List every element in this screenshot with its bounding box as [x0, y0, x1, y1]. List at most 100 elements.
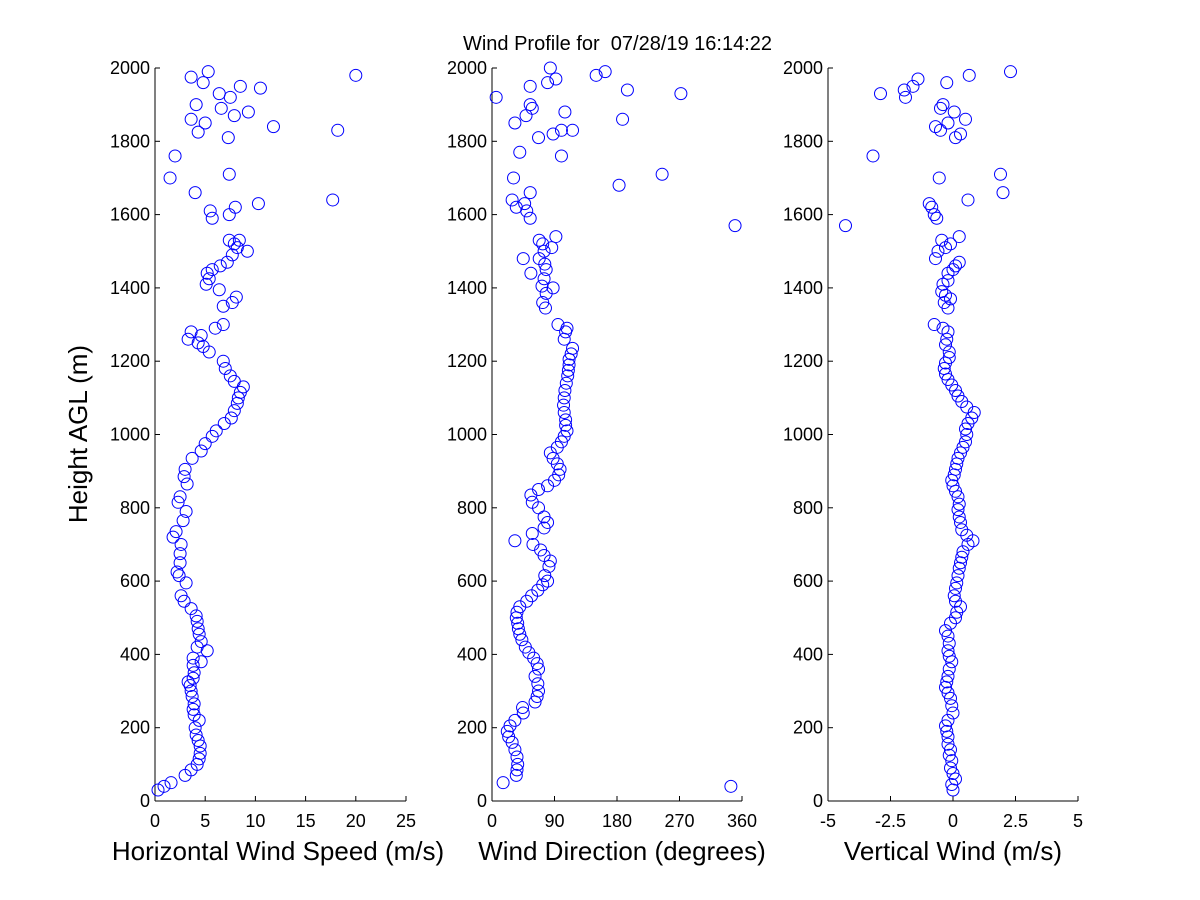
data-point — [959, 112, 972, 126]
data-point — [935, 285, 949, 299]
data-point — [541, 76, 555, 90]
data-point — [205, 211, 219, 225]
data-point — [523, 211, 537, 225]
data-point — [560, 321, 574, 335]
y-tick-label: 800 — [457, 498, 487, 518]
data-point — [537, 244, 551, 258]
data-point — [266, 120, 280, 134]
y-tick-label: 200 — [120, 718, 150, 738]
data-point — [191, 734, 205, 748]
data-point — [946, 767, 960, 781]
data-point — [532, 131, 546, 145]
data-point — [554, 123, 568, 137]
y-tick-label: 400 — [793, 644, 823, 664]
data-point — [202, 272, 216, 286]
data-point — [941, 713, 955, 727]
data-point — [655, 167, 669, 181]
data-point — [941, 274, 955, 288]
data-point — [906, 79, 920, 93]
x-tick-label: 0 — [948, 811, 958, 831]
data-point — [839, 219, 852, 233]
x-tick-label: 5 — [1073, 811, 1083, 831]
data-point — [229, 290, 243, 304]
data-point — [561, 363, 575, 377]
data-point — [535, 279, 549, 293]
data-point — [192, 752, 206, 766]
data-point — [189, 98, 203, 112]
data-point — [509, 200, 523, 214]
data-point — [510, 750, 524, 764]
data-point — [511, 622, 525, 636]
y-tick-label: 400 — [457, 644, 487, 664]
data-point — [559, 413, 573, 427]
data-point — [942, 636, 956, 650]
data-point — [196, 76, 210, 90]
data-point — [532, 482, 546, 496]
data-point — [551, 318, 565, 332]
data-point — [940, 76, 954, 90]
data-point — [157, 779, 171, 793]
data-point — [241, 105, 255, 119]
data-point — [939, 624, 952, 638]
data-point — [511, 757, 525, 771]
data-point — [525, 495, 539, 509]
data-point — [949, 594, 962, 608]
data-point — [528, 669, 542, 683]
data-point — [174, 589, 188, 603]
data-point — [956, 545, 970, 559]
data-point — [209, 424, 223, 438]
data-point — [911, 72, 925, 86]
y-tick-label: 1000 — [110, 425, 150, 445]
y-tick-label: 2000 — [783, 58, 823, 78]
data-point — [194, 444, 208, 458]
data-point — [525, 101, 539, 115]
data-point — [187, 697, 201, 711]
data-point — [936, 321, 950, 335]
data-point — [941, 686, 955, 700]
x-tick-label: 90 — [544, 811, 564, 831]
horizontal-wind-speed-panel: 0 200 400 600 800 1000 1200 1400 1600 1800 2000 0 5 1… — [63, 58, 444, 866]
data-point — [176, 514, 190, 528]
data-point — [952, 230, 966, 244]
y-tick-label: 800 — [120, 498, 150, 518]
data-point — [549, 72, 563, 86]
data-point — [947, 589, 961, 603]
data-point — [552, 468, 566, 482]
y-tick-label: 600 — [457, 571, 487, 591]
data-point — [931, 244, 945, 258]
y-tick-label: 0 — [140, 791, 150, 811]
x-axis-label: Wind Direction (degrees) — [478, 836, 766, 866]
data-point — [937, 362, 951, 376]
data-point — [240, 244, 254, 258]
data-point — [942, 649, 956, 663]
data-point — [949, 259, 962, 273]
data-point — [996, 186, 1010, 200]
data-point — [930, 211, 944, 225]
y-tick-label: 800 — [793, 498, 823, 518]
data-point — [526, 537, 540, 551]
y-tick-label: 600 — [793, 571, 823, 591]
data-point — [545, 241, 559, 255]
data-point — [949, 611, 962, 625]
data-point — [954, 515, 967, 529]
data-point — [183, 679, 197, 693]
data-point — [940, 675, 954, 689]
data-point — [524, 266, 538, 280]
figure-title: Wind Profile for 07/28/19 16:14:22 — [462, 33, 773, 55]
data-point — [950, 576, 964, 590]
data-point — [944, 761, 957, 775]
x-tick-label: 2.5 — [1003, 811, 1028, 831]
data-point — [214, 101, 228, 115]
data-point — [186, 658, 200, 672]
y-tick-label: 0 — [477, 791, 487, 811]
data-point — [532, 684, 546, 698]
data-point — [589, 68, 603, 82]
data-point — [198, 116, 212, 130]
data-point — [216, 354, 230, 368]
data-point — [538, 569, 552, 583]
data-point — [951, 569, 965, 583]
data-point — [724, 779, 738, 793]
data-point — [222, 233, 236, 247]
data-point — [598, 65, 612, 79]
